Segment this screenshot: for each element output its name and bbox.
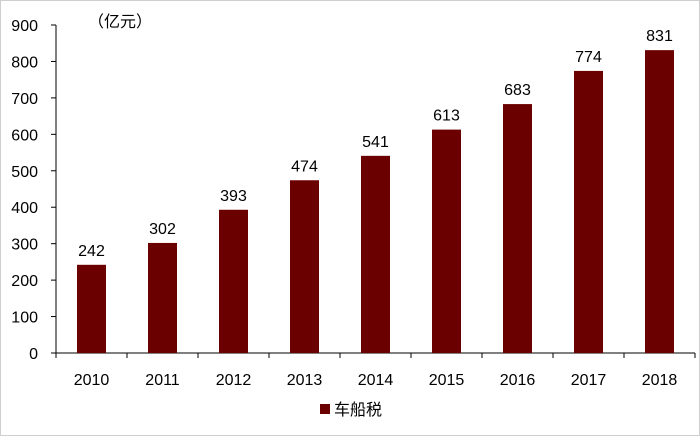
x-tick-label: 2015 xyxy=(429,372,465,389)
bar xyxy=(290,180,319,353)
y-tick-label: 400 xyxy=(11,200,38,217)
y-tick-label: 700 xyxy=(11,91,38,108)
x-tick-label: 2018 xyxy=(642,372,678,389)
y-tick-label: 300 xyxy=(11,237,38,254)
data-label: 474 xyxy=(291,158,318,175)
data-label: 393 xyxy=(220,188,247,205)
bar xyxy=(503,104,532,353)
x-tick-label: 2017 xyxy=(571,372,607,389)
data-label: 683 xyxy=(504,82,531,99)
y-tick-label: 500 xyxy=(11,164,38,181)
y-tick-label: 100 xyxy=(11,310,38,327)
x-tick-label: 2011 xyxy=(145,372,180,389)
x-tick-label: 2012 xyxy=(216,372,252,389)
y-tick-label: 900 xyxy=(11,18,38,35)
y-tick-label: 600 xyxy=(11,127,38,144)
y-tick-label: 0 xyxy=(29,346,38,363)
bar xyxy=(645,50,674,353)
legend-label: 车船税 xyxy=(334,400,382,419)
x-tick-label: 2014 xyxy=(358,372,394,389)
legend: 车船税 xyxy=(320,400,382,419)
data-label: 541 xyxy=(362,134,389,151)
legend-swatch xyxy=(320,404,330,414)
x-axis: 2010 2011 2012 2013 2014 2015 2016 2017 2018 xyxy=(55,352,696,389)
unit-label: （亿元） xyxy=(88,12,152,31)
y-axis: 0 100 200 300 400 500 600 700 800 900 xyxy=(11,18,57,363)
data-labels: 242 302 393 474 541 613 683 774 831 xyxy=(78,28,673,260)
bar xyxy=(148,242,177,353)
bar xyxy=(361,155,390,353)
x-tick-label: 2013 xyxy=(287,372,323,389)
data-label: 831 xyxy=(646,28,673,45)
x-tick-label: 2010 xyxy=(74,372,110,389)
y-tick-label: 200 xyxy=(11,273,38,290)
data-label: 302 xyxy=(149,221,176,238)
bar xyxy=(219,209,248,353)
x-tick-label: 2016 xyxy=(500,372,536,389)
bar xyxy=(432,129,461,353)
bar xyxy=(574,70,603,354)
data-label: 242 xyxy=(78,243,105,260)
bar xyxy=(77,264,106,353)
data-label: 613 xyxy=(433,108,460,125)
data-label: 774 xyxy=(575,49,602,66)
bars xyxy=(77,50,674,354)
y-tick-label: 800 xyxy=(11,54,38,71)
